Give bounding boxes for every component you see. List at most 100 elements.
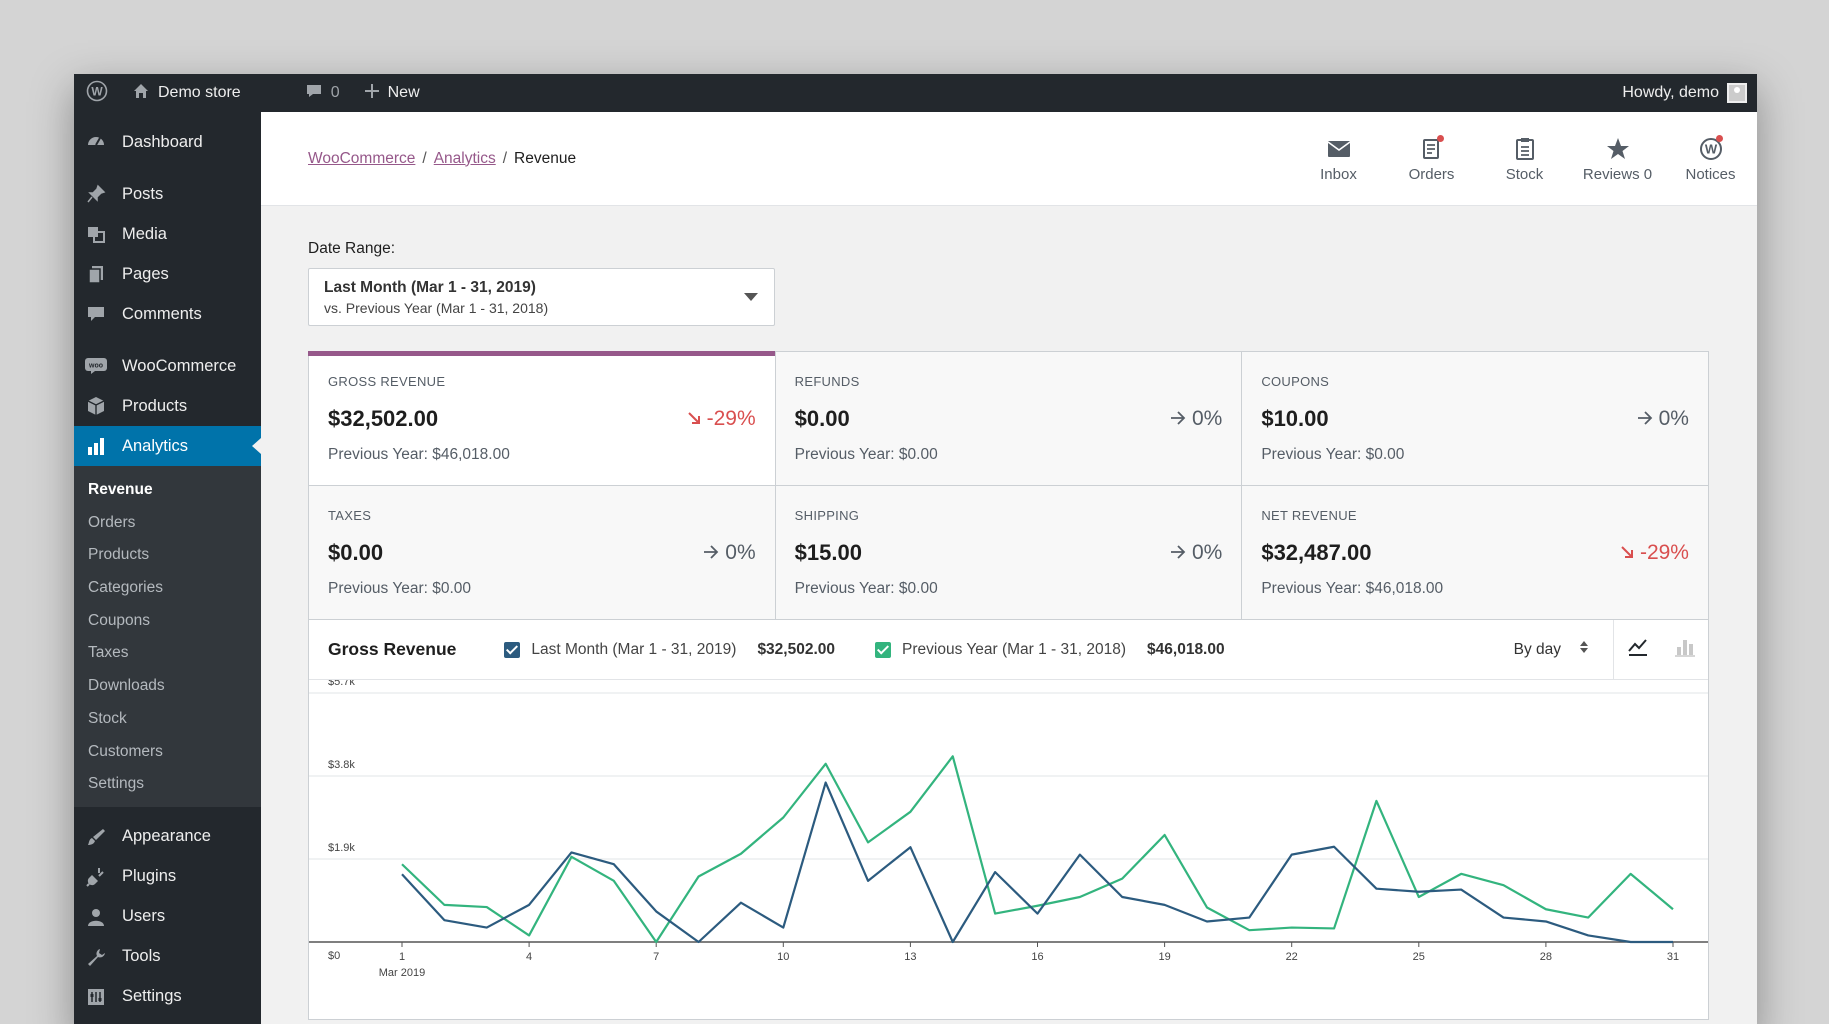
submenu-item-settings[interactable]: Settings (88, 775, 145, 793)
submenu-item-customers[interactable]: Customers (88, 742, 163, 760)
submenu-item-categories[interactable]: Categories (88, 579, 163, 597)
summary-coupons[interactable]: COUPONS $10.00 0% Previous Year: $0.00 (1242, 352, 1708, 485)
main-content: WooCommerce / Analytics / Revenue Inbox (261, 112, 1757, 1024)
site-name-link[interactable]: Demo store (120, 74, 253, 112)
submenu-item-products[interactable]: Products (88, 546, 150, 564)
menu-label: Analytics (122, 436, 189, 455)
summary-delta-value: 0% (1658, 407, 1689, 430)
activity-tab-stock[interactable]: Stock (1478, 112, 1571, 206)
y-tick-label: $1.9k (328, 842, 355, 854)
menu-label: Plugins (122, 867, 177, 886)
activity-label: Inbox (1320, 165, 1357, 183)
summary-taxes[interactable]: TAXES $0.00 0% Previous Year: $0.00 (309, 486, 775, 619)
breadcrumb-analytics-link[interactable]: Analytics (433, 149, 496, 167)
menu-item-comments[interactable]: Comments (74, 294, 261, 334)
settings-icon (85, 986, 107, 1008)
user-icon (85, 906, 107, 928)
menu-item-tools[interactable]: Tools (74, 937, 261, 977)
page-header: WooCommerce / Analytics / Revenue Inbox (261, 112, 1757, 206)
summary-label: COUPONS (1261, 374, 1330, 389)
menu-item-settings[interactable]: Settings (74, 977, 261, 1017)
breadcrumb-separator: / (502, 149, 508, 167)
summary-label: TAXES (328, 508, 372, 523)
svg-text:W: W (1704, 141, 1717, 156)
legend-item-current[interactable]: Last Month (Mar 1 - 31, 2019) $32,502.00 (504, 641, 835, 659)
menu-item-appearance[interactable]: Appearance (74, 817, 261, 857)
breadcrumb-separator: / (422, 149, 427, 167)
x-tick-label: 1 (399, 951, 405, 963)
comments-link[interactable]: 0 (293, 74, 352, 112)
submenu-item-revenue[interactable]: Revenue (88, 481, 153, 498)
bar-chart-toggle[interactable] (1661, 620, 1708, 680)
arrow-right-icon (1637, 407, 1653, 431)
checkbox-checked-icon[interactable] (875, 641, 892, 658)
summary-delta-value: 0% (1191, 407, 1223, 430)
summary-refunds[interactable]: REFUNDS $0.00 0% Previous Year: $0.00 (775, 352, 1242, 485)
svg-text:W: W (91, 84, 103, 98)
mail-icon (1325, 135, 1353, 163)
summary-delta-value: -29% (1639, 541, 1689, 564)
summary-value: $0.00 (794, 406, 850, 431)
activity-tab-reviews[interactable]: Reviews 0 (1571, 112, 1664, 206)
arrow-right-icon (1170, 407, 1186, 431)
arrow-down-right-icon (1620, 541, 1634, 565)
new-content-button[interactable]: New (352, 74, 432, 112)
menu-item-analytics[interactable]: Analytics (74, 426, 261, 466)
brush-icon (85, 826, 107, 848)
line-chart-icon (1627, 637, 1649, 662)
menu-item-products[interactable]: Products (74, 386, 261, 426)
summary-shipping[interactable]: SHIPPING $15.00 0% Previous Year: $0.00 (775, 486, 1242, 619)
account-menu[interactable]: Howdy, demo (1610, 74, 1757, 112)
activity-label: Orders (1408, 165, 1455, 183)
submenu-item-taxes[interactable]: Taxes (88, 644, 129, 662)
breadcrumb-woocommerce-link[interactable]: WooCommerce (308, 149, 416, 167)
menu-item-users[interactable]: Users (74, 897, 261, 937)
legend-item-previous[interactable]: Previous Year (Mar 1 - 31, 2018) $46,018… (875, 641, 1225, 659)
menu-item-woocommerce[interactable]: woo WooCommerce (74, 346, 261, 386)
summary-label: GROSS REVENUE (328, 374, 446, 389)
date-range-primary: Last Month (Mar 1 - 31, 2019) (324, 279, 536, 296)
summary-net-revenue[interactable]: NET REVENUE $32,487.00 -29% Previous Yea… (1242, 486, 1708, 619)
y-tick-label: $0 (328, 950, 340, 962)
pin-icon (85, 183, 107, 205)
summary-value: $32,487.00 (1261, 540, 1372, 565)
menu-item-posts[interactable]: Posts (74, 174, 261, 214)
menu-label: Tools (122, 947, 161, 966)
menu-item-dashboard[interactable]: Dashboard (74, 122, 261, 162)
summary-label: SHIPPING (794, 508, 860, 523)
summary-delta: 0% (1637, 407, 1689, 431)
line-chart-toggle[interactable] (1614, 620, 1661, 680)
site-name: Demo store (158, 84, 241, 101)
submenu-item-stock[interactable]: Stock (88, 709, 127, 727)
interval-select[interactable]: By day (1514, 619, 1614, 680)
avatar (1727, 83, 1747, 103)
star-icon (1604, 135, 1632, 163)
stock-icon (1511, 135, 1539, 163)
activity-label: Reviews 0 (1582, 165, 1653, 183)
wordpress-logo-button[interactable]: W (74, 74, 120, 112)
menu-item-plugins[interactable]: Plugins (74, 857, 261, 897)
chart-area: $0 $1.9k $3.8k $5.7k 1 4 7 10 13 16 19 22 25 28 31 Mar … (309, 676, 1708, 1020)
arrow-right-icon (703, 541, 719, 565)
submenu-item-coupons[interactable]: Coupons (88, 611, 151, 629)
revenue-chart-card: Gross Revenue Last Month (Mar 1 - 31, 20… (308, 619, 1709, 1020)
menu-item-pages[interactable]: Pages (74, 254, 261, 294)
summary-delta: 0% (703, 541, 756, 565)
menu-item-media[interactable]: Media (74, 214, 261, 254)
legend-label: Last Month (Mar 1 - 31, 2019) (531, 640, 737, 658)
checkbox-checked-icon[interactable] (504, 641, 521, 658)
submenu-item-downloads[interactable]: Downloads (88, 677, 165, 695)
date-range-dropdown[interactable]: Last Month (Mar 1 - 31, 2019) vs. Previo… (308, 268, 775, 326)
plus-icon (364, 83, 380, 104)
summary-gross-revenue[interactable]: GROSS REVENUE $32,502.00 -29% Previous Y… (308, 351, 775, 485)
activity-tab-inbox[interactable]: Inbox (1292, 112, 1385, 206)
x-axis-sublabel: Mar 2019 (379, 967, 425, 979)
bar-chart-icon (1674, 637, 1696, 662)
activity-tab-notices[interactable]: W Notices (1664, 112, 1757, 206)
menu-label: WooCommerce (122, 356, 237, 375)
summary-previous: Previous Year: $0.00 (1261, 446, 1405, 463)
summary-value: $32,502.00 (328, 406, 439, 431)
menu-label: Settings (122, 987, 182, 1006)
submenu-item-orders[interactable]: Orders (88, 513, 136, 531)
activity-tab-orders[interactable]: Orders (1385, 112, 1478, 206)
